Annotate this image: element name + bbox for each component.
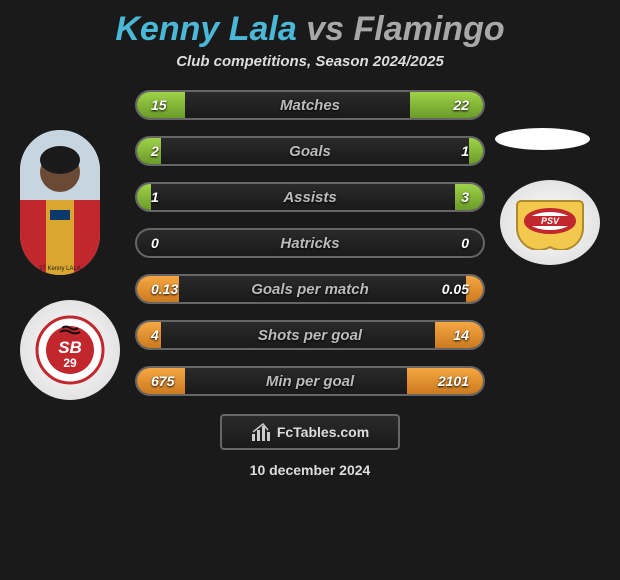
value-left: 1 — [151, 189, 159, 205]
svg-text:SB: SB — [58, 338, 82, 357]
value-left: 0.13 — [151, 281, 178, 297]
stat-label: Assists — [283, 189, 336, 206]
stat-row-min-per-goal: 675 Min per goal 2101 — [135, 366, 485, 396]
stat-row-hatricks: 0 Hatricks 0 — [135, 228, 485, 258]
svg-text:27 Kenny LALA: 27 Kenny LALA — [39, 266, 81, 272]
value-left: 15 — [151, 97, 167, 113]
stat-label: Hatricks — [280, 235, 339, 252]
stat-label: Shots per goal — [258, 327, 362, 344]
brand-footer[interactable]: FcTables.com — [220, 414, 400, 450]
value-right: 1 — [461, 143, 469, 159]
stat-row-goals-per-match: 0.13 Goals per match 0.05 — [135, 274, 485, 304]
comparison-title: Kenny Lala vs Flamingo — [0, 0, 620, 53]
value-left: 4 — [151, 327, 159, 343]
player1-club-crest: SB 29 — [20, 300, 120, 400]
fill-right — [469, 138, 483, 164]
player1-name: Kenny Lala — [115, 10, 296, 48]
stat-label: Goals per match — [251, 281, 369, 298]
stat-row-goals: 2 Goals 1 — [135, 136, 485, 166]
chart-icon — [251, 422, 271, 442]
stat-label: Goals — [289, 143, 331, 160]
value-left: 0 — [151, 235, 159, 251]
vs-text: vs — [306, 10, 344, 48]
brand-text: FcTables.com — [277, 424, 369, 440]
stats-container: 15Matches222Goals11Assists30Hatricks00.1… — [135, 90, 485, 396]
player2-name: Flamingo — [354, 10, 505, 48]
stat-row-matches: 15 Matches 22 — [135, 90, 485, 120]
value-right: 14 — [453, 327, 469, 343]
value-left: 675 — [151, 373, 174, 389]
stat-label: Min per goal — [266, 373, 354, 390]
fill-right — [410, 92, 483, 118]
stat-row-shots-per-goal: 4 Shots per goal 14 — [135, 320, 485, 350]
season-subtitle: Club competitions, Season 2024/2025 — [0, 53, 620, 70]
player2-flag — [495, 128, 590, 150]
svg-text:29: 29 — [63, 356, 77, 370]
value-right: 0.05 — [442, 281, 469, 297]
stat-label: Matches — [280, 97, 340, 114]
date-text: 10 december 2024 — [0, 462, 620, 478]
fill-left — [137, 184, 151, 210]
player2-club-crest: PSV — [500, 180, 600, 265]
value-right: 2101 — [438, 373, 469, 389]
value-left: 2 — [151, 143, 159, 159]
value-right: 0 — [461, 235, 469, 251]
value-right: 3 — [461, 189, 469, 205]
value-right: 22 — [453, 97, 469, 113]
player1-photo: 27 Kenny LALA — [20, 130, 100, 275]
svg-text:PSV: PSV — [541, 216, 560, 226]
stat-row-assists: 1 Assists 3 — [135, 182, 485, 212]
